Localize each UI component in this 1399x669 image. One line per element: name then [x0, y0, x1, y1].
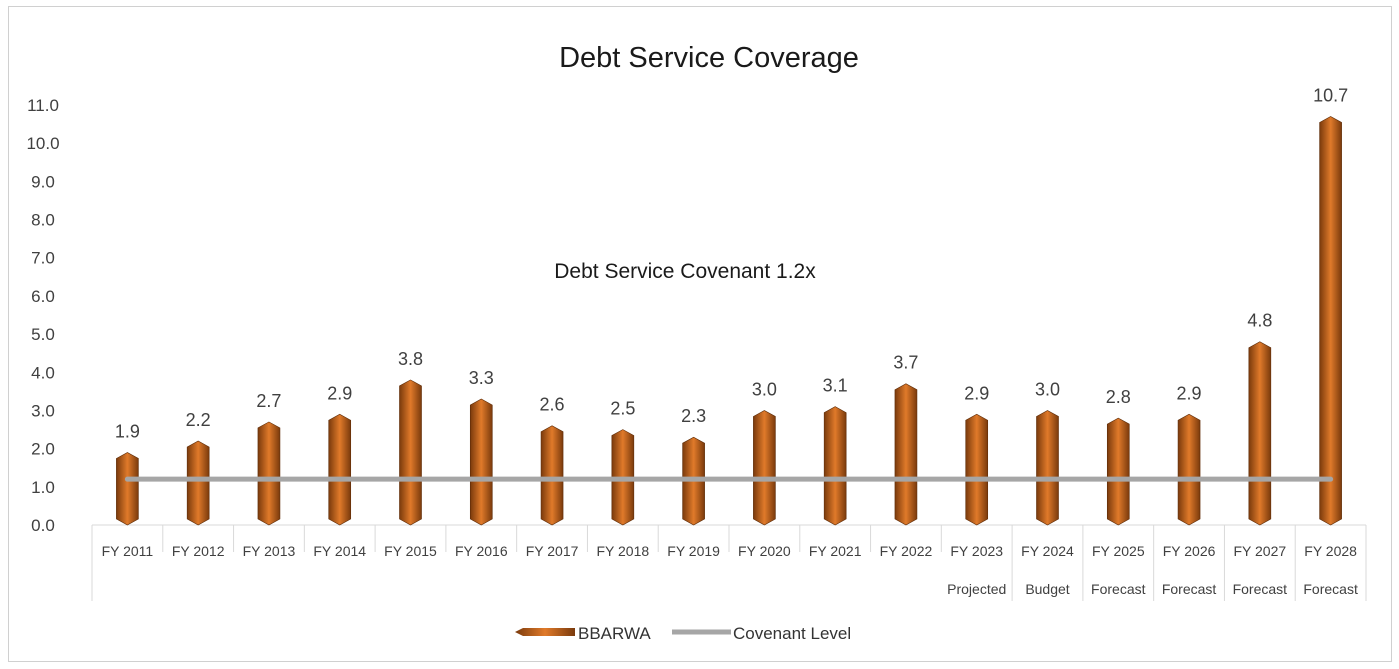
- bar: [1248, 341, 1272, 526]
- x-tick-label: FY 2017: [526, 543, 579, 559]
- x-tick-label: FY 2026: [1163, 543, 1216, 559]
- x-subcategory-label: Projected: [947, 581, 1006, 597]
- x-tick-label: FY 2022: [880, 543, 933, 559]
- data-label: 3.0: [752, 379, 777, 399]
- x-subcategory-label: Forecast: [1162, 581, 1217, 597]
- y-tick-label: 11.0: [27, 96, 59, 115]
- x-tick-label: FY 2018: [596, 543, 649, 559]
- x-tick-label: FY 2021: [809, 543, 862, 559]
- y-tick-label: 10.0: [26, 134, 59, 153]
- x-subcategory-label: Forecast: [1091, 581, 1146, 597]
- x-tick-label: FY 2020: [738, 543, 791, 559]
- bar: [186, 440, 210, 526]
- data-label: 2.6: [540, 395, 565, 415]
- x-axis: FY 2011 FY 2012 FY 2013 FY 2014 FY 2015 FY 20…: [91, 524, 1367, 601]
- data-label: 2.8: [1106, 387, 1131, 407]
- bar: [469, 398, 493, 526]
- x-tick-label: FY 2016: [455, 543, 508, 559]
- y-tick-label: 4.0: [31, 363, 55, 382]
- x-tick-label: FY 2011: [102, 543, 154, 559]
- bar: [257, 421, 281, 526]
- legend-swatch-bbarwa: [515, 628, 575, 636]
- data-label: 2.5: [610, 399, 635, 419]
- x-subcategory-label: Forecast: [1303, 581, 1358, 597]
- x-subcategory-label: Budget: [1025, 581, 1069, 597]
- x-tick-label: FY 2014: [313, 543, 366, 559]
- bar: [1106, 417, 1130, 526]
- bar: [965, 413, 989, 526]
- bar-series: [116, 116, 1342, 526]
- y-tick-label: 6.0: [31, 287, 55, 306]
- data-label: 2.3: [681, 406, 706, 426]
- legend-item-bbarwa: BBARWA: [515, 624, 651, 643]
- bar: [328, 413, 352, 526]
- bar: [116, 452, 139, 526]
- bar: [753, 410, 776, 526]
- x-tick-label: FY 2025: [1092, 543, 1145, 559]
- legend: BBARWA Covenant Level: [515, 624, 851, 643]
- data-label: 2.7: [256, 391, 281, 411]
- chart-svg: Debt Service Coverage Debt Service Coven…: [26, 42, 1367, 643]
- x-tick-label: FY 2024: [1021, 543, 1074, 559]
- bar: [1177, 413, 1201, 526]
- data-label: 10.7: [1313, 85, 1348, 105]
- legend-label-covenant-level: Covenant Level: [733, 624, 851, 643]
- data-label: 3.8: [398, 349, 423, 369]
- y-tick-label: 3.0: [31, 401, 55, 420]
- x-subcategory-label: Forecast: [1233, 581, 1288, 597]
- data-labels: 1.9 2.2 2.7 2.9 3.8 3.3 2.6 2.5 2.3 3.0 3.1 3.7 2.9 3…: [115, 85, 1348, 441]
- x-tick-label: FY 2019: [667, 543, 720, 559]
- y-tick-label: 5.0: [31, 325, 55, 344]
- chart-title: Debt Service Coverage: [559, 42, 859, 74]
- y-tick-label: 2.0: [31, 440, 55, 459]
- y-tick-label: 8.0: [31, 211, 55, 230]
- y-tick-label: 1.0: [31, 478, 55, 497]
- x-tick-label: FY 2013: [243, 543, 296, 559]
- bar: [1036, 410, 1059, 526]
- data-label: 2.9: [1177, 383, 1202, 403]
- y-tick-label: 7.0: [31, 249, 55, 268]
- y-axis: 0.0 1.0 2.0 3.0 4.0 5.0 6.0 7.0 8.0 9.0 10.0 11.0: [26, 96, 59, 535]
- bar: [823, 406, 847, 526]
- data-label: 3.3: [469, 368, 494, 388]
- legend-label-bbarwa: BBARWA: [578, 624, 651, 643]
- data-label: 3.1: [823, 376, 848, 396]
- x-tick-label: FY 2028: [1304, 543, 1357, 559]
- bar: [540, 425, 564, 526]
- x-tick-label: FY 2012: [172, 543, 225, 559]
- data-label: 3.7: [893, 353, 918, 373]
- data-label: 2.9: [964, 383, 989, 403]
- data-label: 3.0: [1035, 379, 1060, 399]
- x-tick-label: FY 2027: [1233, 543, 1286, 559]
- y-tick-label: 0.0: [31, 516, 55, 535]
- covenant-annotation: Debt Service Covenant 1.2x: [554, 260, 816, 283]
- data-label: 2.9: [327, 383, 352, 403]
- y-tick-label: 9.0: [31, 172, 55, 191]
- bar: [399, 379, 422, 526]
- data-label: 1.9: [115, 421, 140, 441]
- chart-frame: Debt Service Coverage Debt Service Coven…: [8, 6, 1392, 662]
- data-label: 4.8: [1247, 311, 1272, 331]
- data-label: 2.2: [186, 410, 211, 430]
- x-tick-label: FY 2023: [950, 543, 1003, 559]
- bar: [894, 383, 918, 526]
- legend-item-covenant-level: Covenant Level: [672, 624, 851, 643]
- bar: [1319, 116, 1342, 526]
- x-tick-label: FY 2015: [384, 543, 437, 559]
